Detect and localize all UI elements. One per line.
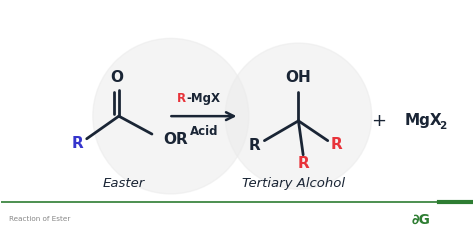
Text: Acid: Acid	[190, 125, 218, 138]
Text: R: R	[248, 138, 260, 153]
Text: OR: OR	[164, 132, 189, 147]
Text: +: +	[371, 112, 386, 130]
Text: Easter: Easter	[102, 177, 145, 190]
Text: -MgX: -MgX	[186, 92, 220, 105]
Text: R: R	[72, 136, 83, 151]
Text: R: R	[177, 92, 186, 105]
Text: ∂G: ∂G	[412, 212, 431, 226]
Text: OH: OH	[285, 70, 311, 85]
FancyBboxPatch shape	[0, 202, 474, 236]
Text: Reaction of Ester: Reaction of Ester	[9, 216, 71, 222]
Text: R: R	[297, 156, 309, 171]
Text: MgX: MgX	[405, 113, 442, 128]
Circle shape	[225, 43, 372, 189]
Text: Tertiary Alcohol: Tertiary Alcohol	[242, 177, 345, 190]
Text: O: O	[110, 70, 123, 85]
Circle shape	[93, 38, 249, 194]
Text: R: R	[330, 137, 342, 152]
Text: 2: 2	[439, 121, 446, 131]
